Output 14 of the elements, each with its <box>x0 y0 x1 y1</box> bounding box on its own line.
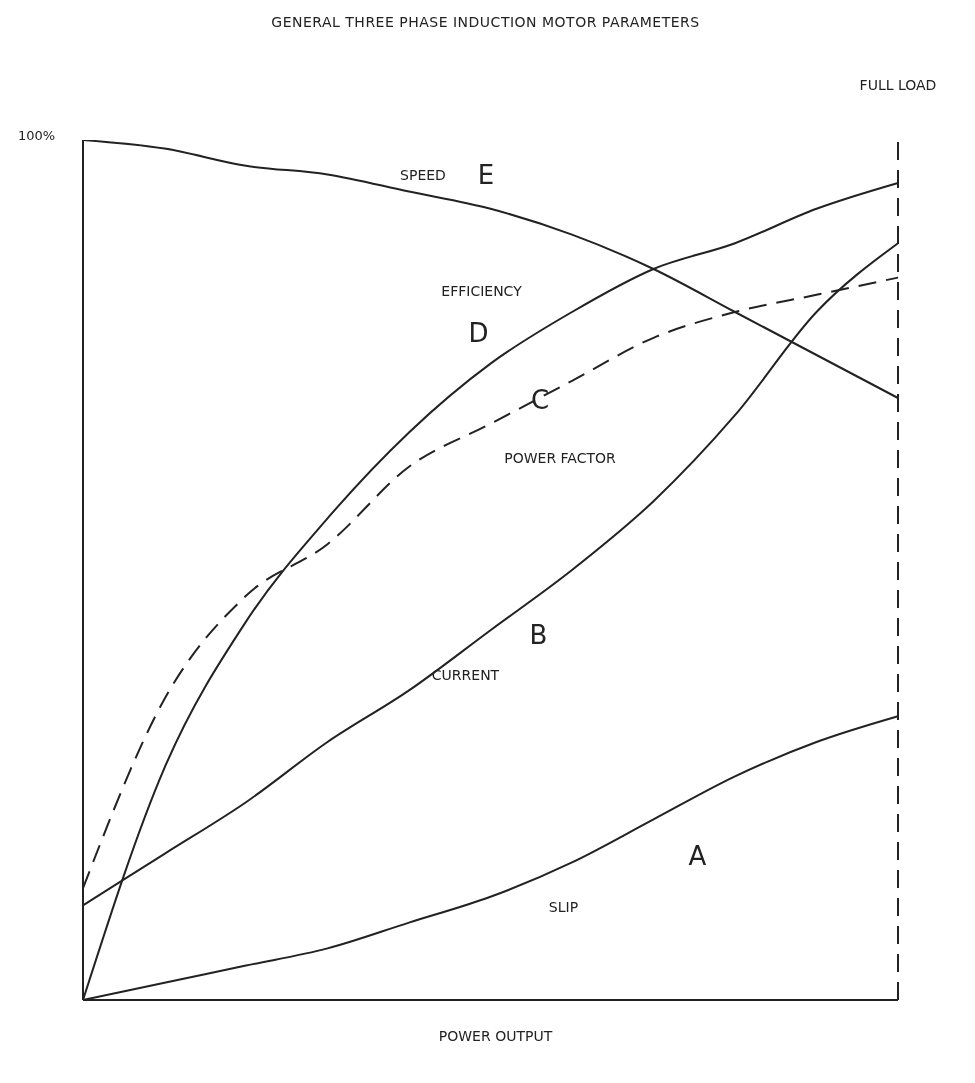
series-label: CURRENT <box>431 667 500 684</box>
text: FULL LOAD <box>859 77 937 93</box>
text: POWER FACTOR <box>504 449 617 466</box>
text: 100% <box>18 128 56 143</box>
series-label: SLIP <box>548 899 579 916</box>
annotation: E <box>477 159 495 190</box>
annotation: D <box>468 317 489 348</box>
text: EFFICIENCY <box>441 282 523 299</box>
x-axis-title: POWER OUTPUT <box>437 1028 554 1044</box>
annotation: C <box>530 384 550 415</box>
annotation: A <box>688 841 707 872</box>
chart-title: GENERAL THREE PHASE INDUCTION MOTOR PARAMETERS <box>270 14 701 30</box>
series-label: SPEED <box>400 166 446 183</box>
annotation: B <box>529 620 548 651</box>
